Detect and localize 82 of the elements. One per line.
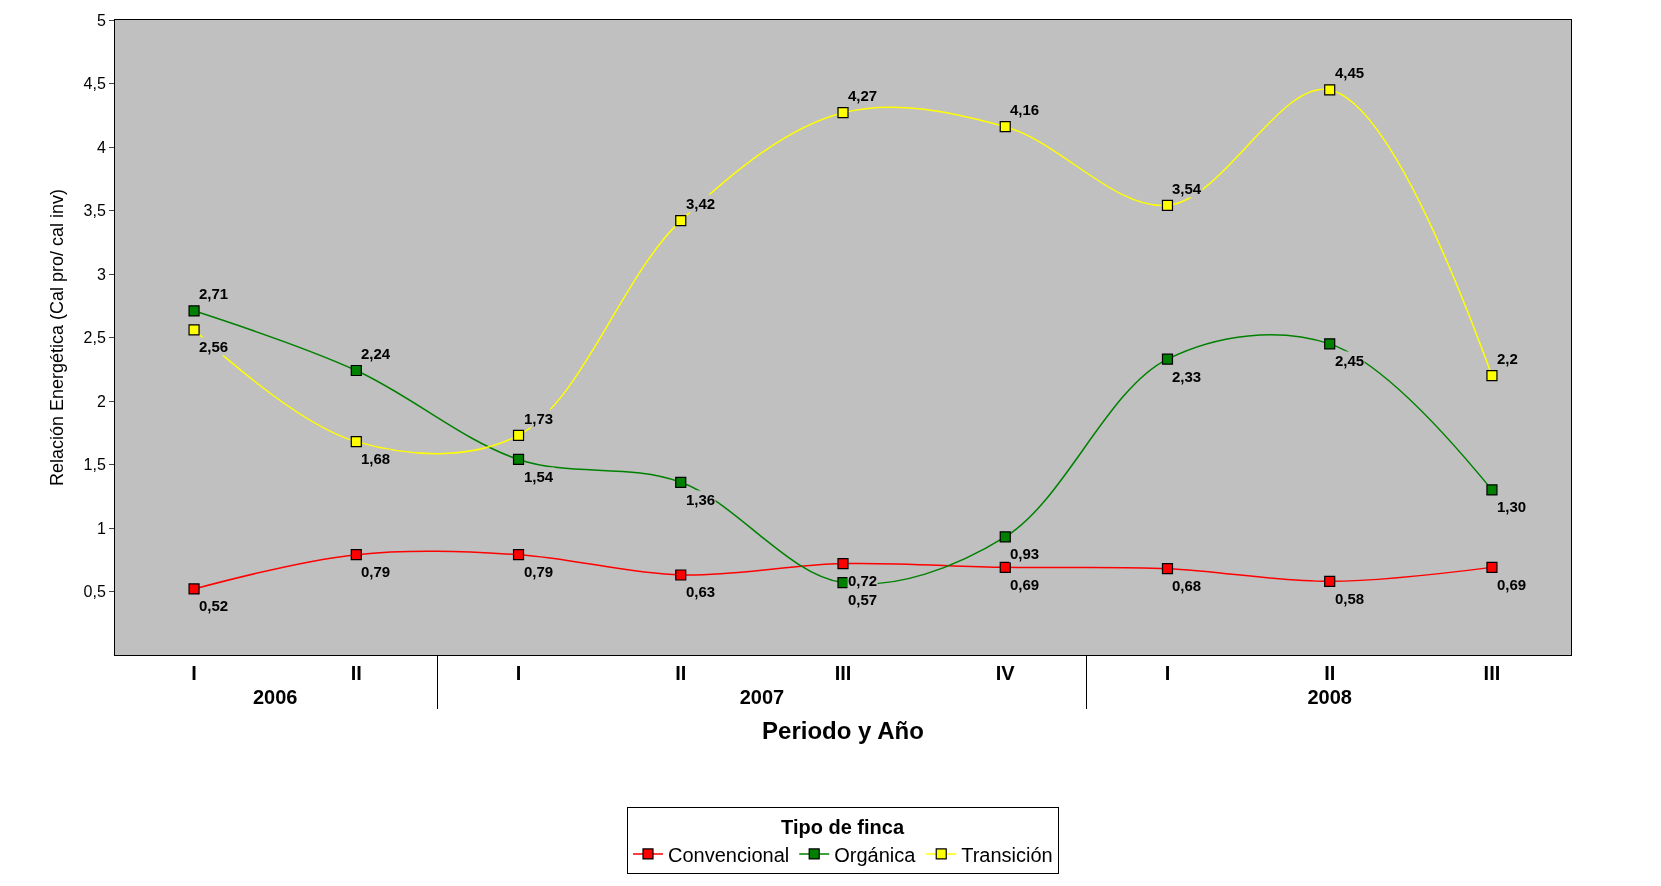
y-tick-label: 3,5 xyxy=(83,202,106,220)
y-tick-label: 3 xyxy=(96,265,106,283)
point xyxy=(1324,84,1336,96)
data-label: 0,79 xyxy=(524,563,554,580)
y-tick-label: 1,5 xyxy=(83,456,106,474)
y-tick-label: 2,5 xyxy=(83,329,106,347)
category-label: I xyxy=(1164,662,1171,684)
category-label: 2008 xyxy=(1307,686,1352,708)
data-label: 0,72 xyxy=(848,572,878,589)
data-label: 2,24 xyxy=(361,345,391,362)
legend-label: Convencional xyxy=(668,843,790,866)
legend-label: Transición xyxy=(961,843,1053,866)
data-label: 2,56 xyxy=(199,338,229,355)
category-label: II xyxy=(350,662,362,684)
y-tick-label: 5 xyxy=(96,11,106,29)
data-label: 4,16 xyxy=(1010,101,1040,118)
point xyxy=(1486,561,1498,573)
point xyxy=(512,549,525,561)
point xyxy=(512,429,525,441)
data-label: 1,30 xyxy=(1497,498,1527,515)
point xyxy=(837,107,849,119)
data-label: 0,79 xyxy=(361,563,391,580)
data-label: 3,54 xyxy=(1172,180,1202,197)
category-label: III xyxy=(1483,662,1501,684)
data-label: 0,93 xyxy=(1010,545,1040,562)
data-label: 4,45 xyxy=(1335,64,1365,81)
point xyxy=(999,121,1011,133)
point xyxy=(837,577,849,589)
data-label: 2,33 xyxy=(1172,368,1202,385)
point xyxy=(1324,338,1336,350)
data-label: 0,63 xyxy=(686,583,716,600)
data-label: 0,52 xyxy=(199,597,229,614)
legend-label: Orgánica xyxy=(834,843,917,866)
data-label: 1,68 xyxy=(361,450,391,467)
data-label: 1,54 xyxy=(524,468,554,485)
point xyxy=(188,305,200,317)
point xyxy=(1324,575,1336,587)
data-label: 0,58 xyxy=(1335,590,1365,607)
data-label: 0,68 xyxy=(1172,577,1202,594)
category-label: IV xyxy=(995,662,1015,684)
point xyxy=(999,561,1011,573)
y-tick-label: 1 xyxy=(96,519,106,537)
y-tick-label: 0,5 xyxy=(83,583,106,601)
y-tick-label: 4,5 xyxy=(83,75,106,93)
category-label: II xyxy=(1324,662,1336,684)
point xyxy=(188,324,200,336)
category-label: II xyxy=(675,662,687,684)
data-label: 2,71 xyxy=(199,285,229,302)
point xyxy=(350,549,362,561)
point xyxy=(837,557,849,570)
point xyxy=(675,215,687,227)
point xyxy=(512,453,525,466)
data-label: 1,36 xyxy=(686,491,716,508)
category-label: I xyxy=(515,662,522,684)
category-label: III xyxy=(834,662,852,684)
data-label: 0,69 xyxy=(1497,576,1527,593)
point xyxy=(1161,353,1174,365)
point xyxy=(188,583,200,595)
point xyxy=(1486,370,1498,382)
point xyxy=(999,531,1011,543)
x-axis-title: Periodo y Año xyxy=(762,717,924,745)
data-label: 0,57 xyxy=(848,591,878,608)
point xyxy=(350,364,362,377)
point xyxy=(675,569,687,581)
point xyxy=(675,476,687,488)
y-tick-label: 4 xyxy=(96,138,106,156)
legend-title: Tipo de finca xyxy=(781,816,905,839)
y-tick-label: 2 xyxy=(96,392,106,410)
category-label: 2006 xyxy=(252,686,298,708)
point xyxy=(1161,199,1174,212)
data-label: 1,73 xyxy=(524,410,554,427)
point xyxy=(350,436,362,448)
category-label: I xyxy=(191,662,197,684)
point xyxy=(1486,484,1498,496)
category-label: 2007 xyxy=(739,686,785,708)
y-axis-title: Relación Energética (Cal pro/ cal inv) xyxy=(46,188,67,487)
data-label: 0,69 xyxy=(1010,576,1040,593)
data-label: 2,45 xyxy=(1335,352,1365,369)
data-label: 3,42 xyxy=(686,195,716,212)
data-label: 2,2 xyxy=(1497,350,1518,367)
point xyxy=(1161,563,1174,575)
data-label: 4,27 xyxy=(848,87,878,104)
